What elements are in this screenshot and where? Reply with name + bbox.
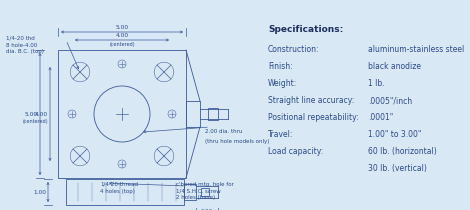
Text: 60 lb. (horizontal): 60 lb. (horizontal) — [368, 147, 437, 156]
Text: 1 lb.: 1 lb. — [368, 79, 384, 88]
Text: .0005"/inch: .0005"/inch — [368, 96, 412, 105]
Text: aluminum-stainless steel: aluminum-stainless steel — [368, 45, 464, 54]
Text: c'bored mtg. hole for
1/4 S.H.C. screw
2 holes (base): c'bored mtg. hole for 1/4 S.H.C. screw 2… — [176, 182, 234, 200]
Bar — [184, 184, 196, 200]
Text: Positional repeatability:: Positional repeatability: — [268, 113, 359, 122]
Text: black anodize: black anodize — [368, 62, 421, 71]
Bar — [186, 101, 200, 127]
Text: Construction:: Construction: — [268, 45, 320, 54]
Text: Finish:: Finish: — [268, 62, 293, 71]
Text: 1/4-20-thread
4 holes (top): 1/4-20-thread 4 holes (top) — [100, 182, 138, 194]
Bar — [201, 188, 209, 196]
Bar — [58, 50, 186, 178]
Text: 4.00: 4.00 — [35, 112, 48, 117]
Bar — [66, 179, 184, 205]
Text: (thru hole models only): (thru hole models only) — [205, 139, 269, 144]
Text: Specifications:: Specifications: — [268, 25, 343, 34]
Text: 1.00" to 3.00": 1.00" to 3.00" — [368, 130, 422, 139]
Text: (centered): (centered) — [23, 118, 48, 123]
Text: .0001": .0001" — [368, 113, 393, 122]
Bar — [208, 108, 218, 120]
Text: (centered): (centered) — [109, 42, 135, 47]
Text: 2.00 dia. thru: 2.00 dia. thru — [205, 129, 243, 134]
Text: 1/4-20 thd
8 hole-4.00
dia. B.C. (top): 1/4-20 thd 8 hole-4.00 dia. B.C. (top) — [6, 36, 44, 54]
Text: 5.00: 5.00 — [25, 112, 38, 117]
Text: 4.00: 4.00 — [116, 33, 129, 38]
Text: 0.50: 0.50 — [201, 209, 213, 210]
Text: Straight line accuracy:: Straight line accuracy: — [268, 96, 354, 105]
Text: 1.00: 1.00 — [33, 189, 46, 194]
Text: 5.00: 5.00 — [116, 25, 129, 30]
Text: Load capacity:: Load capacity: — [268, 147, 323, 156]
Text: Travel:: Travel: — [268, 130, 293, 139]
Text: Weight:: Weight: — [268, 79, 297, 88]
Text: 30 lb. (vertical): 30 lb. (vertical) — [368, 164, 427, 173]
